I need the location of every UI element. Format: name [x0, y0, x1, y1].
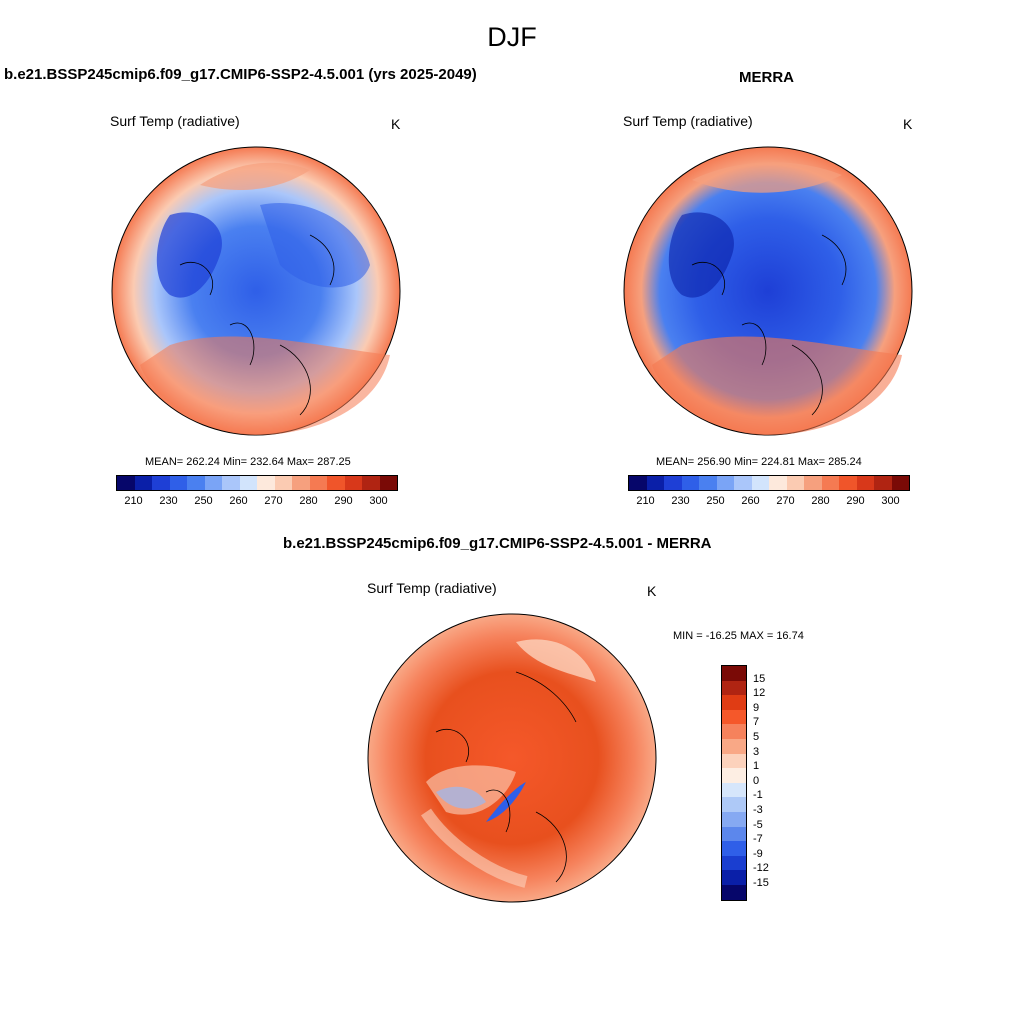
- colorbar-tick-label: -7: [753, 833, 763, 846]
- colorbar-swatch: [699, 476, 717, 490]
- colorbar-swatch: [722, 811, 746, 827]
- colorbar-tick-label: 300: [881, 495, 900, 507]
- colorbar-swatch: [327, 476, 345, 490]
- colorbar-swatch: [187, 476, 205, 490]
- colorbar-tick-label: 5: [753, 731, 760, 743]
- colorbar-swatch: [722, 855, 746, 871]
- colorbar-tick-label: 250: [194, 495, 213, 507]
- colorbar-swatch: [664, 476, 682, 490]
- colorbar-swatch: [379, 476, 397, 490]
- obs-colorbar: [628, 475, 910, 491]
- obs-panel-title: MERRA: [739, 69, 794, 86]
- colorbar-tick-label: 260: [741, 495, 760, 507]
- colorbar-tick-label: -9: [753, 847, 763, 860]
- colorbar-swatch: [257, 476, 275, 490]
- model-colorbar: [116, 475, 398, 491]
- colorbar-swatch: [722, 680, 746, 696]
- colorbar-tick-label: 230: [159, 495, 178, 507]
- colorbar-swatch: [716, 476, 734, 490]
- model-panel-title: b.e21.BSSP245cmip6.f09_g17.CMIP6-SSP2-4.…: [4, 66, 477, 83]
- colorbar-swatch: [152, 476, 170, 490]
- colorbar-swatch: [344, 476, 362, 490]
- obs-variable-label: Surf Temp (radiative): [623, 113, 753, 129]
- colorbar-tick-label: -12: [753, 862, 769, 875]
- colorbar-swatch: [362, 476, 380, 490]
- colorbar-swatch: [722, 666, 746, 681]
- colorbar-swatch: [309, 476, 327, 490]
- colorbar-swatch: [722, 826, 746, 842]
- colorbar-swatch: [722, 870, 746, 885]
- colorbar-swatch: [821, 476, 839, 490]
- colorbar-tick-label: -5: [753, 818, 763, 831]
- diff-colorbar: [721, 665, 747, 901]
- colorbar-swatch: [134, 476, 152, 490]
- colorbar-swatch: [839, 476, 857, 490]
- colorbar-tick-label: 300: [369, 495, 388, 507]
- colorbar-swatch: [786, 476, 804, 490]
- colorbar-swatch: [222, 476, 240, 490]
- colorbar-tick-label: 1: [753, 760, 760, 773]
- colorbar-swatch: [722, 841, 746, 856]
- colorbar-tick-label: 270: [776, 495, 795, 507]
- colorbar-tick-label: 0: [753, 774, 760, 787]
- model-stats: MEAN= 262.24 Min= 232.64 Max= 287.25: [145, 456, 351, 468]
- colorbar-tick-label: 280: [811, 495, 830, 507]
- diff-min-max: MIN = -16.25 MAX = 16.74: [673, 630, 804, 642]
- colorbar-tick-label: 250: [706, 495, 725, 507]
- colorbar-swatch: [169, 476, 187, 490]
- colorbar-tick-label: -3: [753, 804, 763, 816]
- colorbar-tick-label: 12: [753, 687, 766, 700]
- colorbar-swatch: [646, 476, 664, 490]
- diff-variable-label: Surf Temp (radiative): [367, 580, 497, 596]
- colorbar-swatch: [804, 476, 822, 490]
- colorbar-tick-label: -15: [753, 877, 769, 889]
- colorbar-tick-label: 280: [299, 495, 318, 507]
- colorbar-tick-label: -1: [753, 789, 763, 802]
- obs-stats: MEAN= 256.90 Min= 224.81 Max= 285.24: [656, 456, 862, 468]
- colorbar-swatch: [722, 768, 746, 783]
- colorbar-swatch: [722, 797, 746, 812]
- diff-units-label: K: [647, 583, 657, 599]
- colorbar-swatch: [722, 724, 746, 739]
- colorbar-swatch: [722, 695, 746, 710]
- colorbar-swatch: [891, 476, 909, 490]
- colorbar-tick-label: 290: [334, 495, 353, 507]
- colorbar-swatch: [722, 738, 746, 754]
- colorbar-swatch: [722, 884, 746, 900]
- season-title: DJF: [487, 22, 537, 52]
- colorbar-tick-label: 270: [264, 495, 283, 507]
- colorbar-tick-label: 230: [671, 495, 690, 507]
- colorbar-tick-label: 210: [636, 495, 655, 507]
- colorbar-swatch: [292, 476, 310, 490]
- colorbar-tick-label: 7: [753, 716, 760, 729]
- colorbar-swatch: [722, 782, 746, 798]
- colorbar-swatch: [629, 476, 647, 490]
- colorbar-tick-label: 210: [124, 495, 143, 507]
- colorbar-tick-label: 15: [753, 672, 766, 685]
- model-polar-map: [111, 146, 401, 436]
- model-units-label: K: [391, 116, 401, 132]
- colorbar-swatch: [274, 476, 292, 490]
- colorbar-swatch: [751, 476, 769, 490]
- obs-polar-map: [623, 146, 913, 436]
- colorbar-tick-label: 9: [753, 701, 760, 714]
- obs-units-label: K: [903, 116, 913, 132]
- colorbar-tick-label: 290: [846, 495, 865, 507]
- colorbar-swatch: [722, 709, 746, 725]
- colorbar-swatch: [239, 476, 257, 490]
- colorbar-swatch: [769, 476, 787, 490]
- colorbar-tick-label: 3: [753, 745, 760, 758]
- diff-panel-title: b.e21.BSSP245cmip6.f09_g17.CMIP6-SSP2-4.…: [283, 535, 712, 552]
- colorbar-tick-label: 260: [229, 495, 248, 507]
- colorbar-swatch: [874, 476, 892, 490]
- colorbar-swatch: [734, 476, 752, 490]
- colorbar-swatch: [681, 476, 699, 490]
- diff-polar-map: [367, 613, 657, 903]
- model-variable-label: Surf Temp (radiative): [110, 113, 240, 129]
- colorbar-swatch: [722, 753, 746, 769]
- colorbar-swatch: [117, 476, 135, 490]
- colorbar-swatch: [204, 476, 222, 490]
- colorbar-swatch: [856, 476, 874, 490]
